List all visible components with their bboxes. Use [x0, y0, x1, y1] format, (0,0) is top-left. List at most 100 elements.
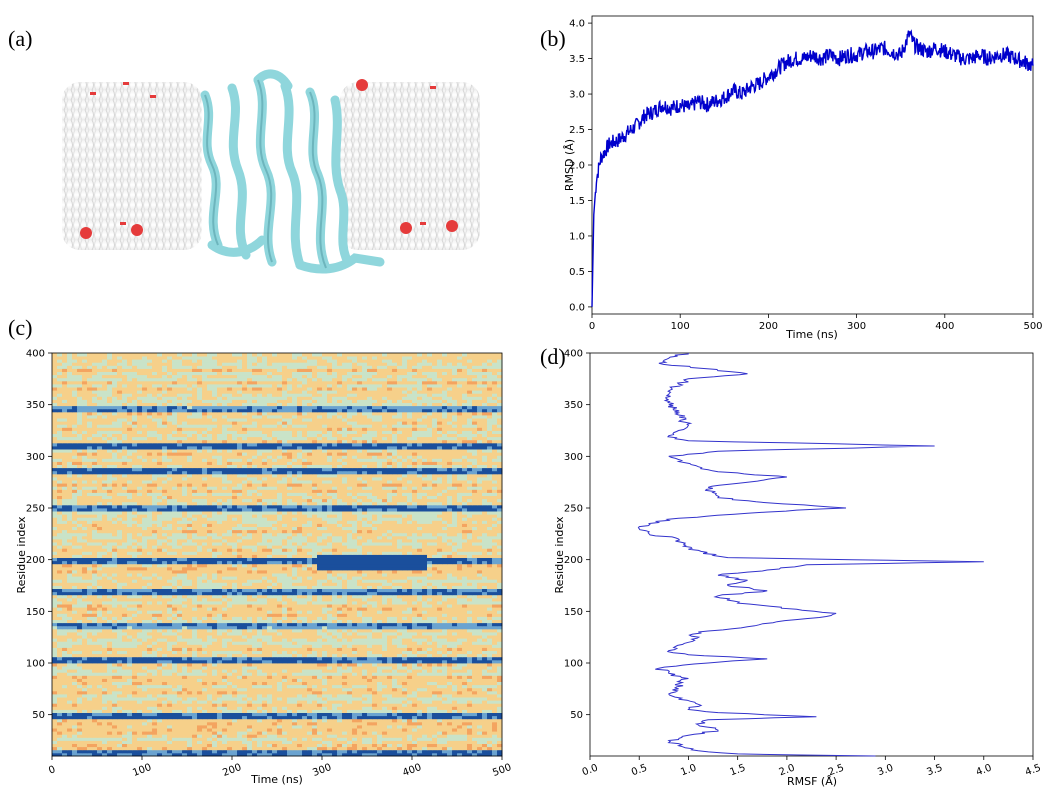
heatmap-cell	[312, 675, 318, 679]
heatmap-cell	[357, 725, 363, 729]
heatmap-cell	[252, 613, 258, 617]
heatmap-cell	[427, 725, 433, 729]
heatmap-cell	[462, 628, 468, 633]
heatmap-cell	[387, 694, 393, 698]
heatmap-cell	[322, 709, 328, 713]
heatmap-cell	[62, 628, 68, 633]
heatmap-cell	[207, 604, 213, 608]
heatmap-cell	[437, 743, 443, 748]
heatmap-cell	[462, 697, 468, 701]
heatmap-cell	[267, 697, 273, 701]
heatmap-cell	[142, 743, 148, 748]
heatmap-cell	[167, 622, 173, 627]
heatmap-cell	[192, 594, 198, 599]
heatmap-cell	[342, 610, 348, 614]
heatmap-cell	[437, 715, 443, 720]
heatmap-cell	[182, 687, 188, 692]
heatmap-cell	[187, 597, 193, 602]
heatmap-cell	[277, 619, 283, 624]
heatmap-cell	[467, 690, 473, 695]
heatmap-cell	[397, 746, 403, 751]
heatmap-cell	[377, 697, 383, 701]
heatmap-cell	[297, 638, 303, 642]
heatmap-cell	[232, 644, 238, 648]
heatmap-cell	[402, 656, 408, 661]
heatmap-cell	[317, 656, 323, 661]
heatmap-cell	[112, 641, 118, 645]
heatmap-cell	[282, 697, 288, 701]
lipid-bilayer-left	[62, 82, 202, 250]
rmsd-y-tick-label: 2.0	[569, 161, 585, 172]
heatmap-cell	[397, 715, 403, 720]
heatmap-cell	[212, 585, 218, 589]
heatmap-cell	[487, 653, 493, 658]
heatmap-cell	[122, 709, 128, 713]
heatmap-cell	[172, 728, 178, 732]
heatmap-cell	[287, 622, 293, 627]
heatmap-cell	[127, 731, 133, 735]
heatmap-cell	[257, 604, 263, 608]
heatmap-cell	[327, 659, 333, 664]
heatmap-cell	[457, 731, 463, 735]
heatmap-cell	[107, 737, 113, 741]
heatmap-cell	[117, 725, 123, 729]
heatmap-cell	[172, 585, 178, 589]
heatmap-cell	[102, 725, 108, 729]
heatmap-cell	[412, 669, 418, 673]
heatmap-cell	[97, 709, 103, 713]
heatmap-cell	[462, 610, 468, 614]
heatmap-cell	[347, 746, 353, 751]
heatmap-cell	[477, 591, 483, 596]
heatmap-cell	[242, 694, 248, 698]
heatmap-cell	[287, 718, 293, 723]
heatmap-cell	[352, 725, 358, 729]
heatmap-cell	[152, 728, 158, 732]
heatmap-cell	[107, 740, 113, 744]
heatmap-cell	[322, 663, 328, 667]
heatmap-cell	[487, 619, 493, 624]
heatmap-cell	[422, 666, 428, 670]
heatmap-cell	[232, 647, 238, 651]
heatmap-cell	[407, 684, 413, 689]
heatmap-cell	[357, 650, 363, 655]
heatmap-cell	[107, 675, 113, 679]
heatmap-cell	[182, 616, 188, 620]
heatmap-cell	[212, 625, 218, 630]
heatmap-cell	[172, 663, 178, 667]
heatmap-cell	[57, 712, 63, 717]
heatmap-cell	[387, 663, 393, 667]
heatmap-cell	[282, 638, 288, 642]
heatmap-cell	[207, 613, 213, 617]
heatmap-cell	[277, 607, 283, 611]
heatmap-cell	[497, 628, 503, 633]
heatmap-cell	[312, 607, 318, 611]
heatmap-cell	[62, 734, 68, 738]
heatmap-cell	[257, 635, 263, 639]
heatmap-cell	[207, 597, 213, 602]
heatmap-cell	[202, 647, 208, 651]
heatmap-cell	[302, 647, 308, 651]
heatmap-cell	[177, 650, 183, 655]
heatmap-cell	[222, 737, 228, 741]
heatmap-cell	[172, 678, 178, 682]
heatmap-cell	[67, 591, 73, 596]
heatmap-cell	[102, 684, 108, 689]
heatmap-cell	[432, 678, 438, 682]
heatmap-cell	[462, 650, 468, 655]
heatmap-cell	[162, 607, 168, 611]
heatmap-cell	[417, 619, 423, 624]
heatmap-cell	[192, 749, 198, 754]
heatmap-cell	[357, 684, 363, 689]
heatmap-cell	[212, 728, 218, 732]
heatmap-cell	[367, 740, 373, 744]
heatmap-cell	[347, 635, 353, 639]
heatmap-cell	[97, 616, 103, 620]
heatmap-cell	[292, 746, 298, 751]
heatmap-cell	[407, 734, 413, 738]
heatmap-cell	[57, 610, 63, 614]
heatmap-cell	[367, 703, 373, 707]
heatmap-cell	[52, 672, 58, 676]
heatmap-cell	[272, 610, 278, 614]
heatmap-cell	[472, 656, 478, 661]
heatmap-cell	[197, 706, 203, 710]
